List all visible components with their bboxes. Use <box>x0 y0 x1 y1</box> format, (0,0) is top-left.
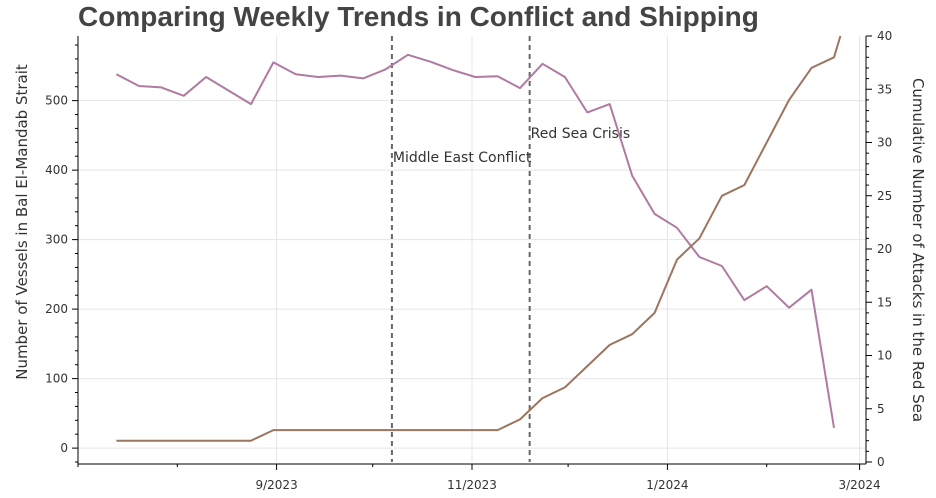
y-tick-label-right: 20 <box>877 242 892 256</box>
y-tick-label-right: 10 <box>877 349 892 363</box>
x-tick-label: 1/2024 <box>646 478 688 492</box>
y-tick-label-left: 300 <box>45 233 68 247</box>
series-line-attacks <box>116 35 842 442</box>
y-tick-label-left: 200 <box>45 302 68 316</box>
y-axis-label-left: Number of Vessels in Bal El-Mandab Strai… <box>13 64 31 380</box>
y-tick-label-right: 15 <box>877 295 892 309</box>
y-tick-label-right: 0 <box>877 455 885 469</box>
series-layer <box>115 35 842 442</box>
axes-layer: 0 100 200 300 400 500 0 5 10 15 20 25 30 35 40 9/2023 11… <box>45 29 892 492</box>
y-tick-label-left: 500 <box>45 94 68 108</box>
y-tick-label-right: 40 <box>877 29 892 43</box>
y-tick-label-left: 0 <box>60 441 68 455</box>
x-tick-label: 11/2023 <box>447 478 497 492</box>
y-tick-label-right: 25 <box>877 189 892 203</box>
x-tick-label: 9/2023 <box>255 478 297 492</box>
grid-layer <box>78 36 866 462</box>
annotation-label: Red Sea Crisis <box>531 126 630 142</box>
series-line-vessels <box>115 53 835 429</box>
x-tick-label: 3/2024 <box>838 478 880 492</box>
y-axis-label-right: Cumulative Number of Attacks in the Red … <box>909 78 927 422</box>
y-tick-label-left: 100 <box>45 372 68 386</box>
y-tick-label-right: 35 <box>877 82 892 96</box>
annotation-label: Middle East Conflict <box>393 150 532 166</box>
y-tick-label-right: 30 <box>877 136 892 150</box>
chart-title: Comparing Weekly Trends in Conflict and … <box>78 1 759 32</box>
y-tick-label-right: 5 <box>877 402 885 416</box>
annotation-layer: Middle East Conflict Red Sea Crisis <box>390 36 630 462</box>
y-tick-label-left: 400 <box>45 163 68 177</box>
